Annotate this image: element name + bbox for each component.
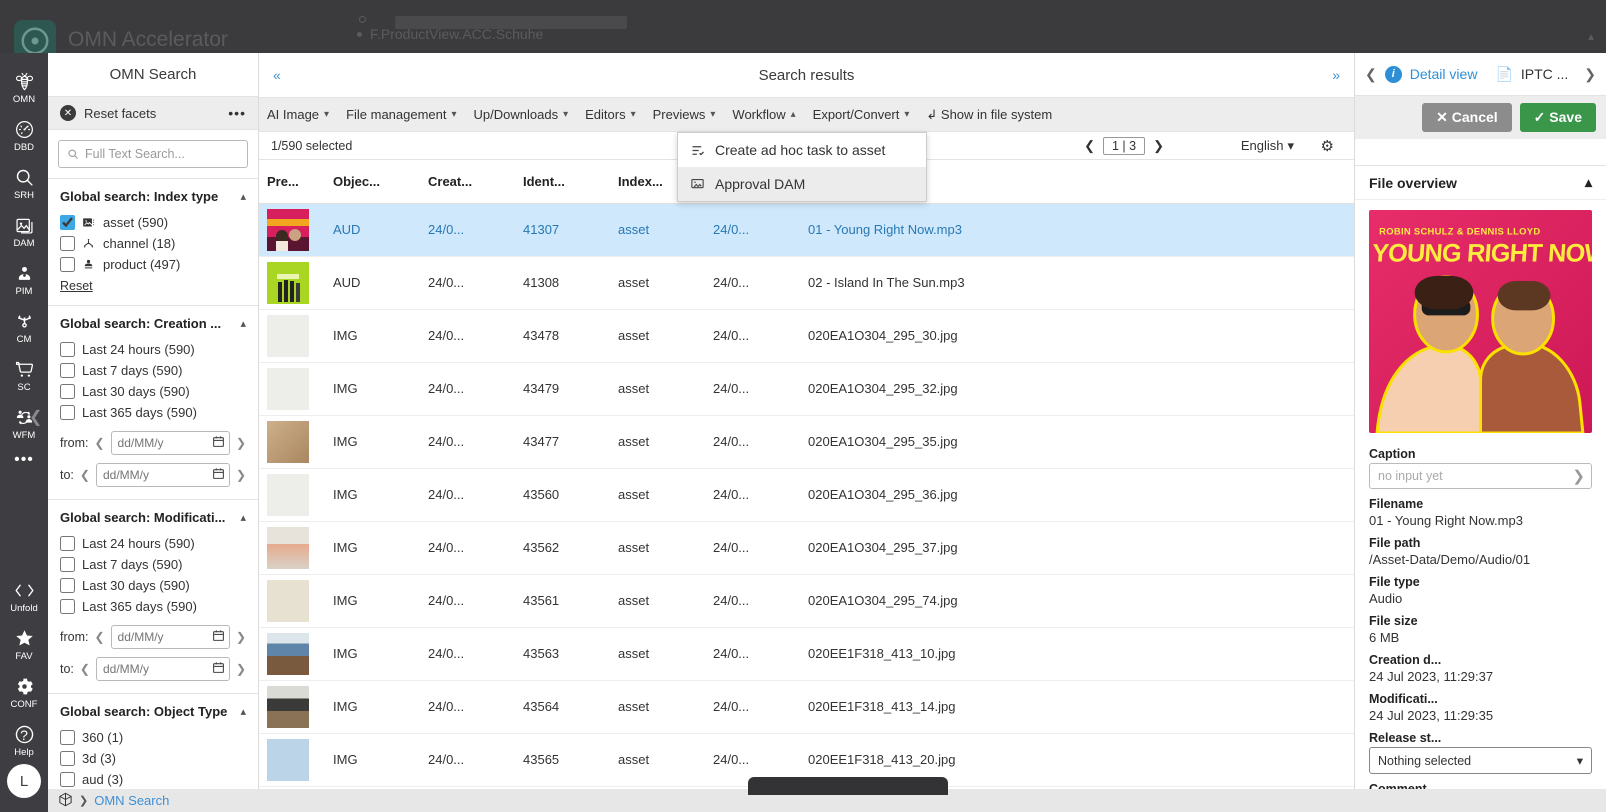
svg-text:YOUNG RIGHT NOW: YOUNG RIGHT NOW (1371, 240, 1592, 268)
svg-text:ROBIN SCHULZ & DENNIS LLOYD: ROBIN SCHULZ & DENNIS LLOYD (1379, 225, 1540, 236)
